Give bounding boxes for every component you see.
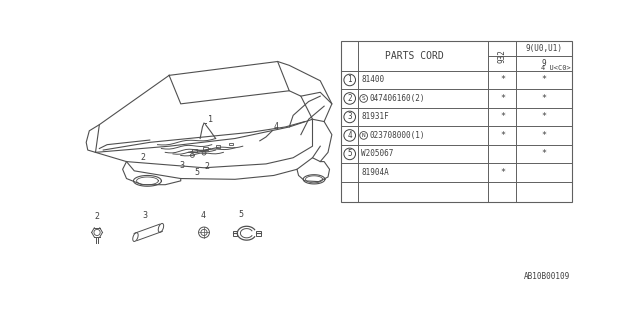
Text: 2: 2	[204, 162, 209, 171]
Text: *: *	[541, 76, 547, 84]
Bar	[216, 145, 220, 148]
Text: W205067: W205067	[362, 149, 394, 158]
Text: AB10B00109: AB10B00109	[524, 272, 570, 281]
Text: *: *	[500, 94, 505, 103]
Text: *: *	[500, 112, 505, 121]
Text: 81931F: 81931F	[362, 112, 389, 121]
Text: 4: 4	[200, 211, 205, 220]
Text: *: *	[541, 149, 547, 158]
Text: 3: 3	[348, 112, 352, 121]
Text: *: *	[541, 131, 547, 140]
Text: 3: 3	[179, 161, 184, 170]
Text: *: *	[541, 112, 547, 121]
Bar	[204, 147, 208, 150]
Text: *: *	[500, 168, 505, 177]
Text: 9(U0,U1): 9(U0,U1)	[525, 44, 563, 53]
Text: *: *	[500, 76, 505, 84]
Text: 2: 2	[348, 94, 352, 103]
Text: N: N	[362, 133, 365, 138]
Text: 9: 9	[541, 59, 546, 68]
Text: 3: 3	[142, 211, 147, 220]
Text: 5: 5	[195, 168, 200, 178]
Text: 4: 4	[348, 131, 352, 140]
Text: 932: 932	[498, 49, 507, 63]
Bar	[341, 42, 572, 202]
Bar	[193, 149, 197, 152]
Text: 81400: 81400	[362, 76, 385, 84]
Text: 81904A: 81904A	[362, 168, 389, 177]
Text: 5: 5	[348, 149, 352, 158]
Text: 1: 1	[208, 115, 213, 124]
Text: 4 U<C0>: 4 U<C0>	[541, 65, 571, 71]
Text: PARTS CORD: PARTS CORD	[385, 51, 444, 61]
Text: 023708000(1): 023708000(1)	[369, 131, 424, 140]
Text: 4: 4	[274, 122, 279, 131]
Text: *: *	[541, 94, 547, 103]
Text: 047406160(2): 047406160(2)	[369, 94, 424, 103]
Text: 5: 5	[239, 210, 244, 219]
Bar	[229, 142, 234, 145]
Bar	[256, 231, 260, 236]
Bar	[233, 231, 237, 236]
Text: 1: 1	[348, 76, 352, 84]
Text: 2: 2	[94, 212, 99, 221]
Text: 2: 2	[140, 153, 145, 162]
Text: S: S	[362, 96, 365, 101]
Text: *: *	[500, 131, 505, 140]
